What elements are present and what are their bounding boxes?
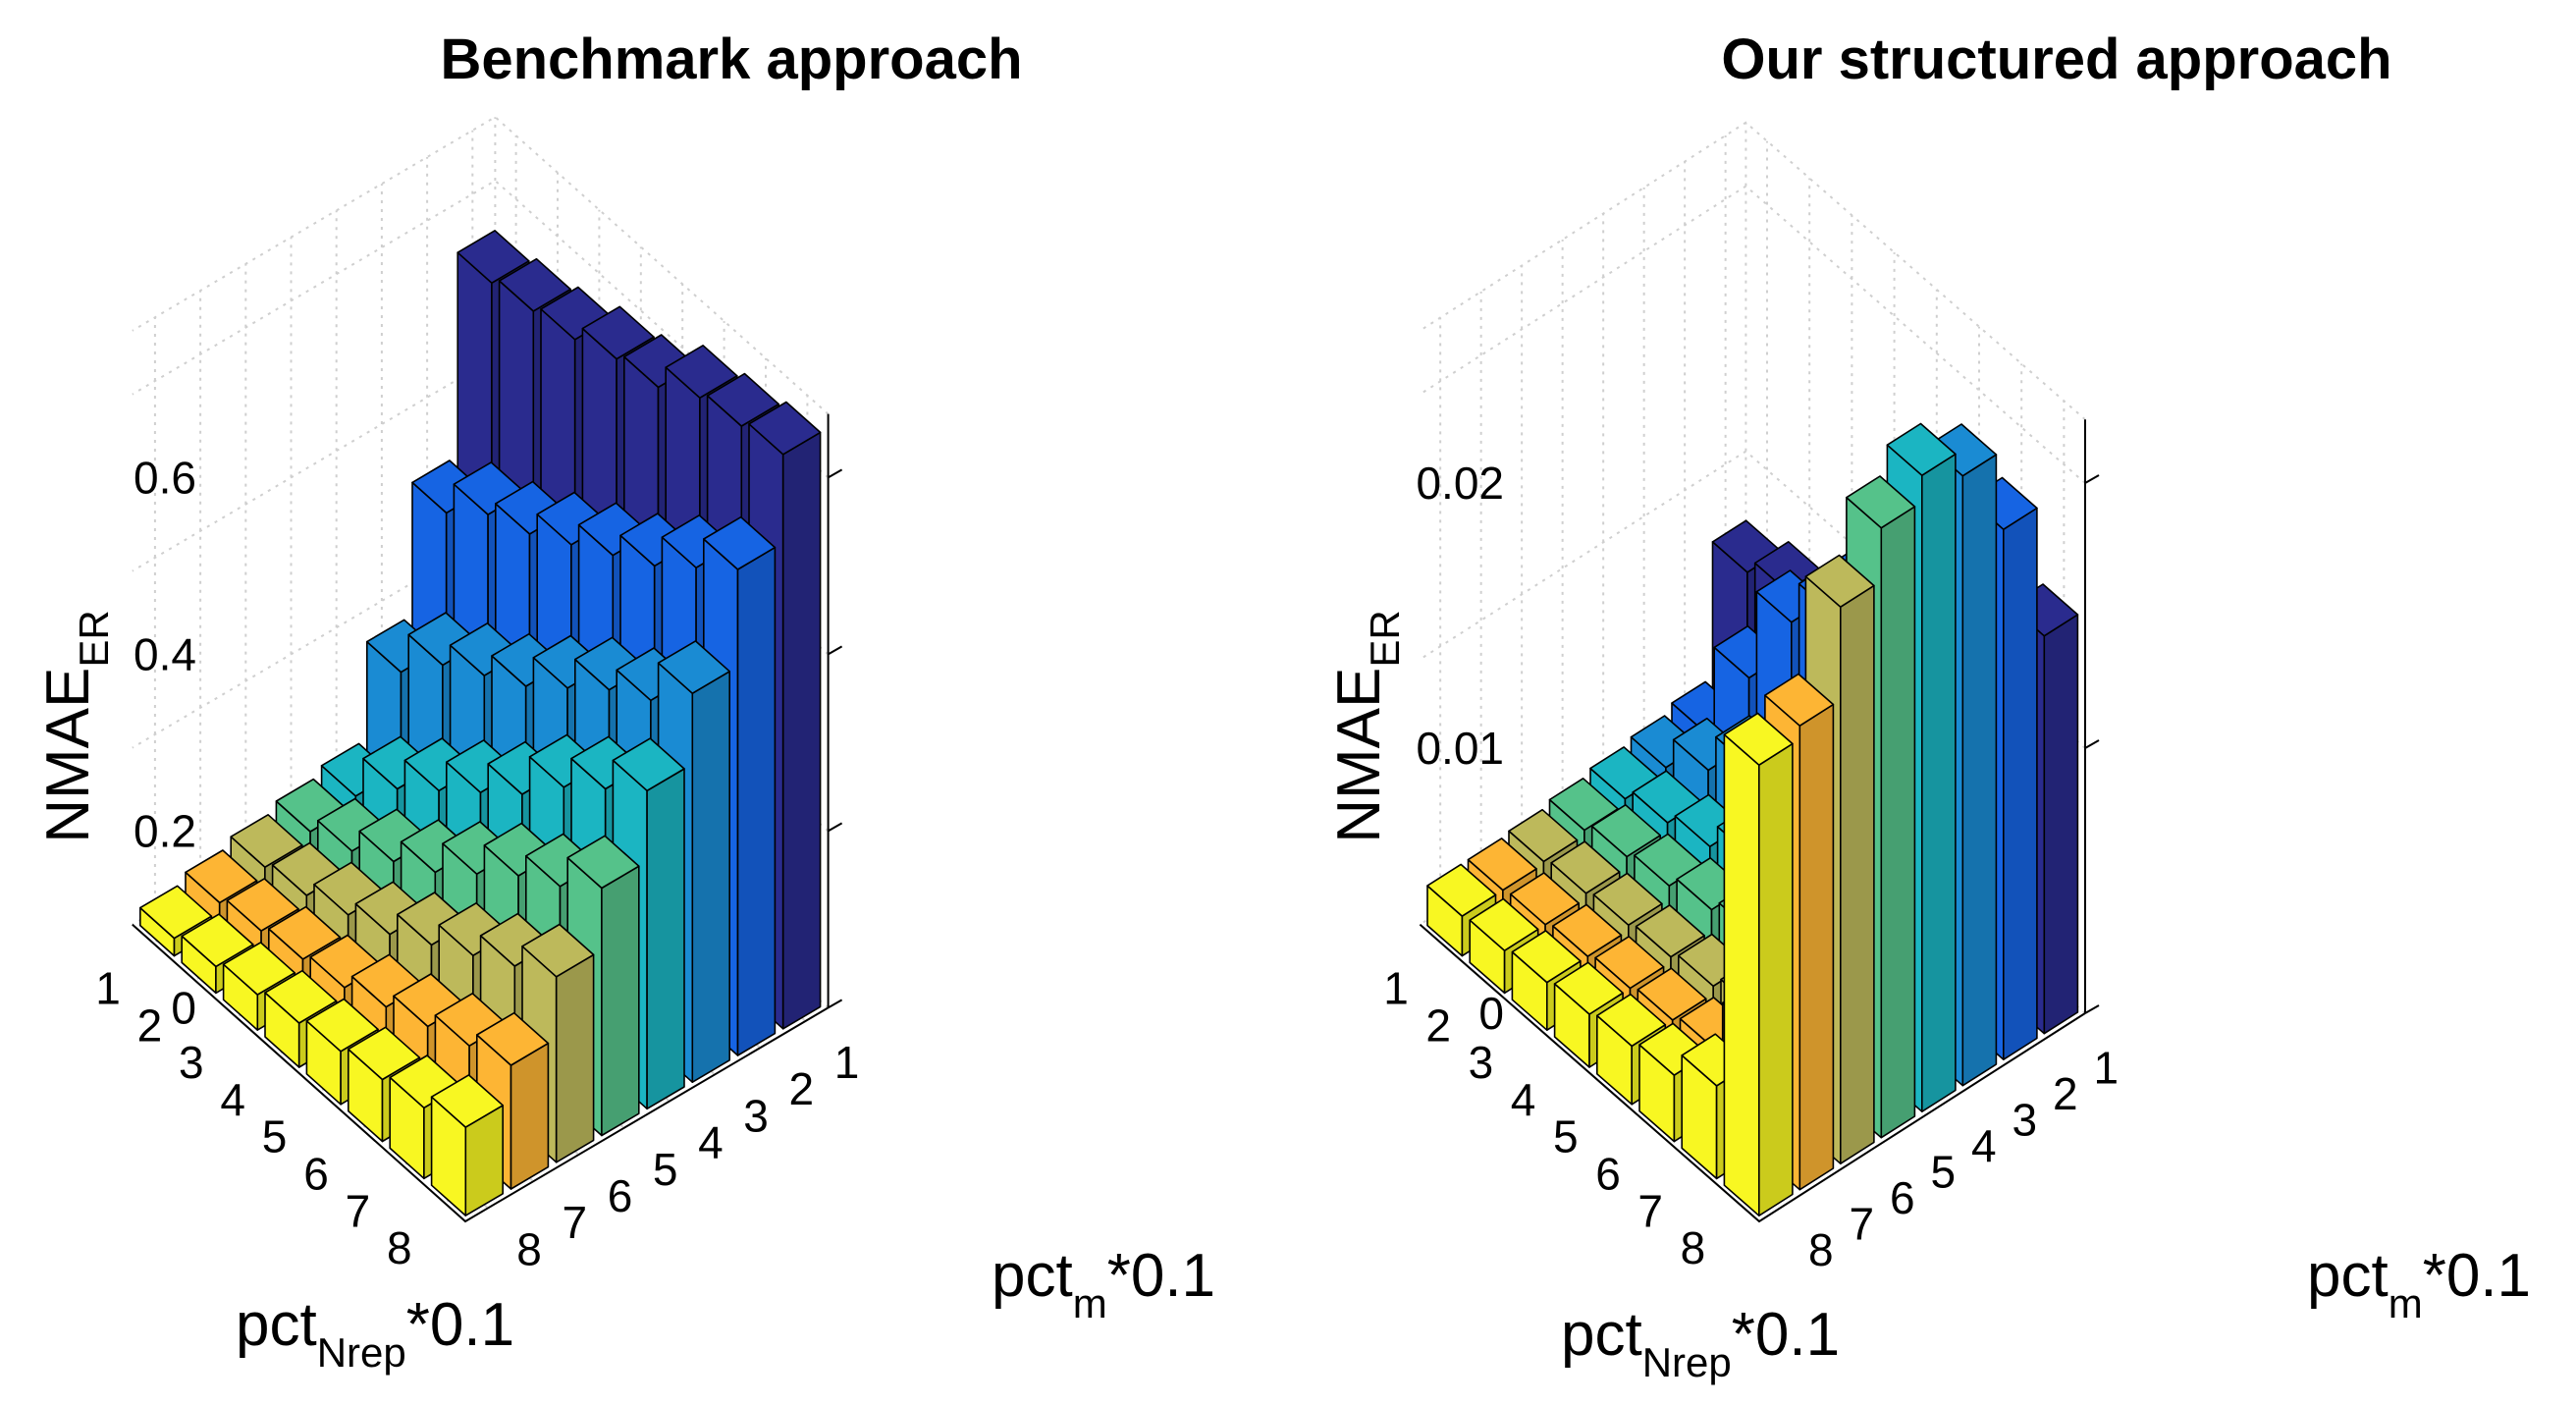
x-tick-label: 1: [1383, 963, 1409, 1014]
x-tick-label: 7: [346, 1185, 371, 1236]
z-tick-label: 0.2: [134, 805, 196, 856]
y-axis-label: pctm*0.1: [992, 1242, 1215, 1326]
bars: [1426, 422, 2079, 1216]
y-tick-label: 4: [698, 1117, 724, 1168]
x-tick-label: 4: [1511, 1074, 1536, 1125]
x-tick-label: 8: [387, 1222, 412, 1273]
x-tick-label: 4: [220, 1074, 245, 1125]
x-axis-label: pctNrep*0.1: [236, 1291, 514, 1376]
y-tick-label: 1: [834, 1037, 860, 1088]
y-tick-label: 8: [516, 1223, 542, 1274]
y-tick-label: 7: [563, 1197, 588, 1248]
x-tick-label: 3: [179, 1037, 204, 1088]
x-tick-label: 3: [1469, 1037, 1494, 1088]
x-tick-label: 6: [1595, 1149, 1621, 1200]
y-tick-label: 3: [743, 1090, 769, 1141]
x-axis-label: pctNrep*0.1: [1561, 1301, 1840, 1385]
z-tick-label: 0: [1478, 988, 1504, 1039]
y-tick-label: 7: [1849, 1198, 1874, 1249]
x-tick-label: 1: [95, 963, 121, 1014]
x-tick-label: 5: [1553, 1111, 1579, 1162]
bars: [139, 230, 822, 1216]
y-tick-label: 6: [608, 1170, 633, 1221]
z-tick-label: 0.4: [134, 628, 196, 679]
x-tick-label: 6: [303, 1149, 329, 1200]
y-tick-label: 4: [1971, 1120, 1997, 1171]
y-axis-label: pctm*0.1: [2307, 1242, 2531, 1326]
y-tick-label: 3: [2012, 1094, 2037, 1145]
x-tick-label: 8: [1681, 1222, 1706, 1273]
z-axis-label: NMAEER: [34, 610, 117, 843]
y-tick-label: 2: [2053, 1068, 2078, 1119]
x-tick-label: 2: [137, 1000, 163, 1051]
y-tick-label: 1: [2093, 1042, 2119, 1093]
z-tick-label: 0.02: [1416, 458, 1504, 509]
x-tick-label: 7: [1637, 1185, 1663, 1236]
chart-title: Our structured approach: [1721, 27, 2391, 91]
y-tick-label: 5: [1930, 1146, 1956, 1197]
bar: [430, 1074, 505, 1216]
y-tick-label: 6: [1890, 1172, 1915, 1223]
y-tick-label: 2: [789, 1063, 815, 1114]
chart-title: Benchmark approach: [440, 27, 1022, 91]
x-tick-label: 5: [262, 1111, 288, 1162]
z-tick-label: 0.01: [1416, 723, 1504, 774]
x-tick-label: 2: [1425, 1000, 1451, 1051]
z-tick-label: 0: [171, 982, 196, 1033]
y-tick-label: 8: [1808, 1224, 1834, 1275]
z-tick-label: 0.6: [134, 452, 196, 503]
z-axis-label: NMAEER: [1325, 610, 1408, 843]
bar: [1723, 712, 1794, 1216]
y-tick-label: 5: [653, 1144, 678, 1195]
